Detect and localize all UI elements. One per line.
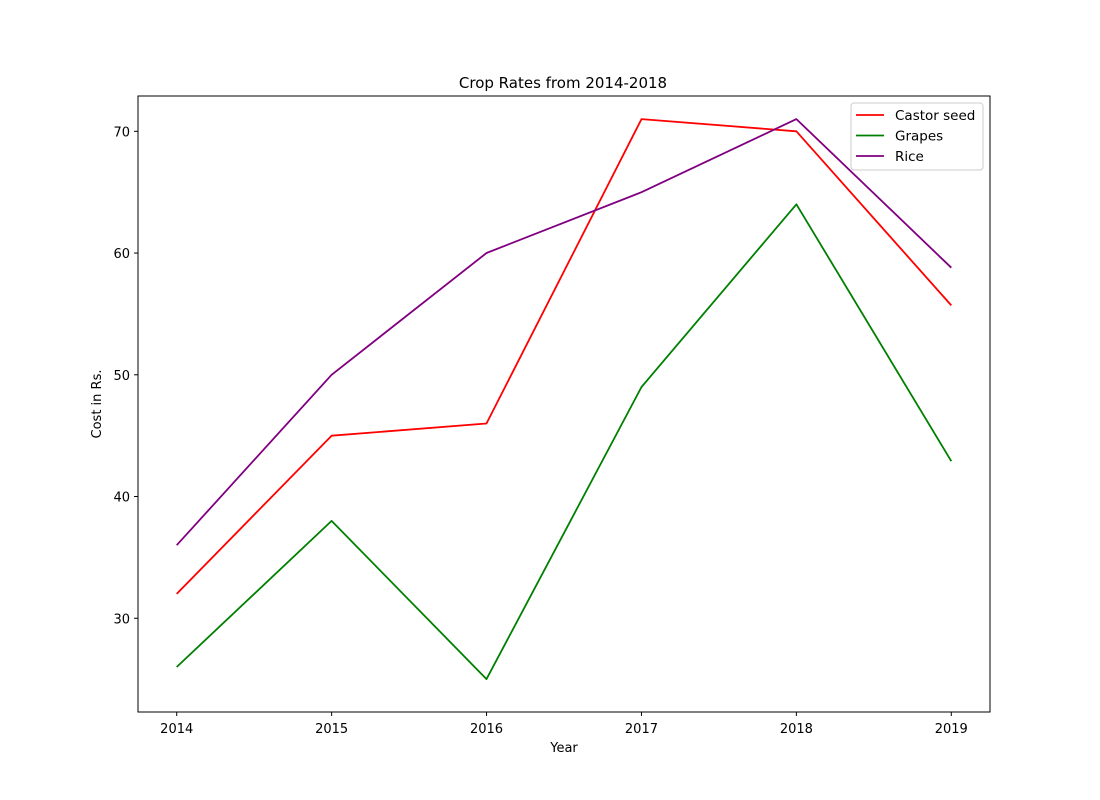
series-line-castor-seed — [176, 118, 952, 595]
chart-title: Crop Rates from 2014-2018 — [459, 74, 667, 92]
y-tick-label: 30 — [113, 612, 130, 627]
x-tick-label: 2016 — [470, 722, 503, 737]
x-tick-label: 2014 — [160, 722, 193, 737]
series-line-grapes — [176, 203, 953, 680]
y-tick-label: 50 — [113, 369, 130, 384]
legend-label-castor-seed: Castor seed — [895, 108, 975, 124]
legend-label-rice: Rice — [895, 149, 924, 165]
y-axis: 30 40 50 60 70 — [113, 125, 138, 627]
y-axis-label: Cost in Rs. — [90, 370, 105, 439]
plot-area — [176, 118, 953, 680]
x-tick-label: 2017 — [625, 722, 658, 737]
plot-frame — [137, 95, 991, 713]
legend-label-grapes: Grapes — [895, 129, 943, 145]
x-tick-label: 2018 — [780, 722, 813, 737]
legend: Castor seed Grapes Rice — [850, 102, 984, 171]
y-tick-label: 40 — [113, 491, 130, 506]
x-tick-label: 2015 — [315, 722, 348, 737]
series-line-rice — [176, 118, 952, 546]
x-axis: 2014 2015 2016 2017 2018 2019 — [160, 712, 968, 737]
x-axis-label: Year — [549, 741, 578, 756]
y-tick-label: 70 — [113, 125, 130, 140]
legend-box — [850, 102, 984, 171]
x-tick-label: 2019 — [935, 722, 968, 737]
y-tick-label: 60 — [113, 247, 130, 262]
